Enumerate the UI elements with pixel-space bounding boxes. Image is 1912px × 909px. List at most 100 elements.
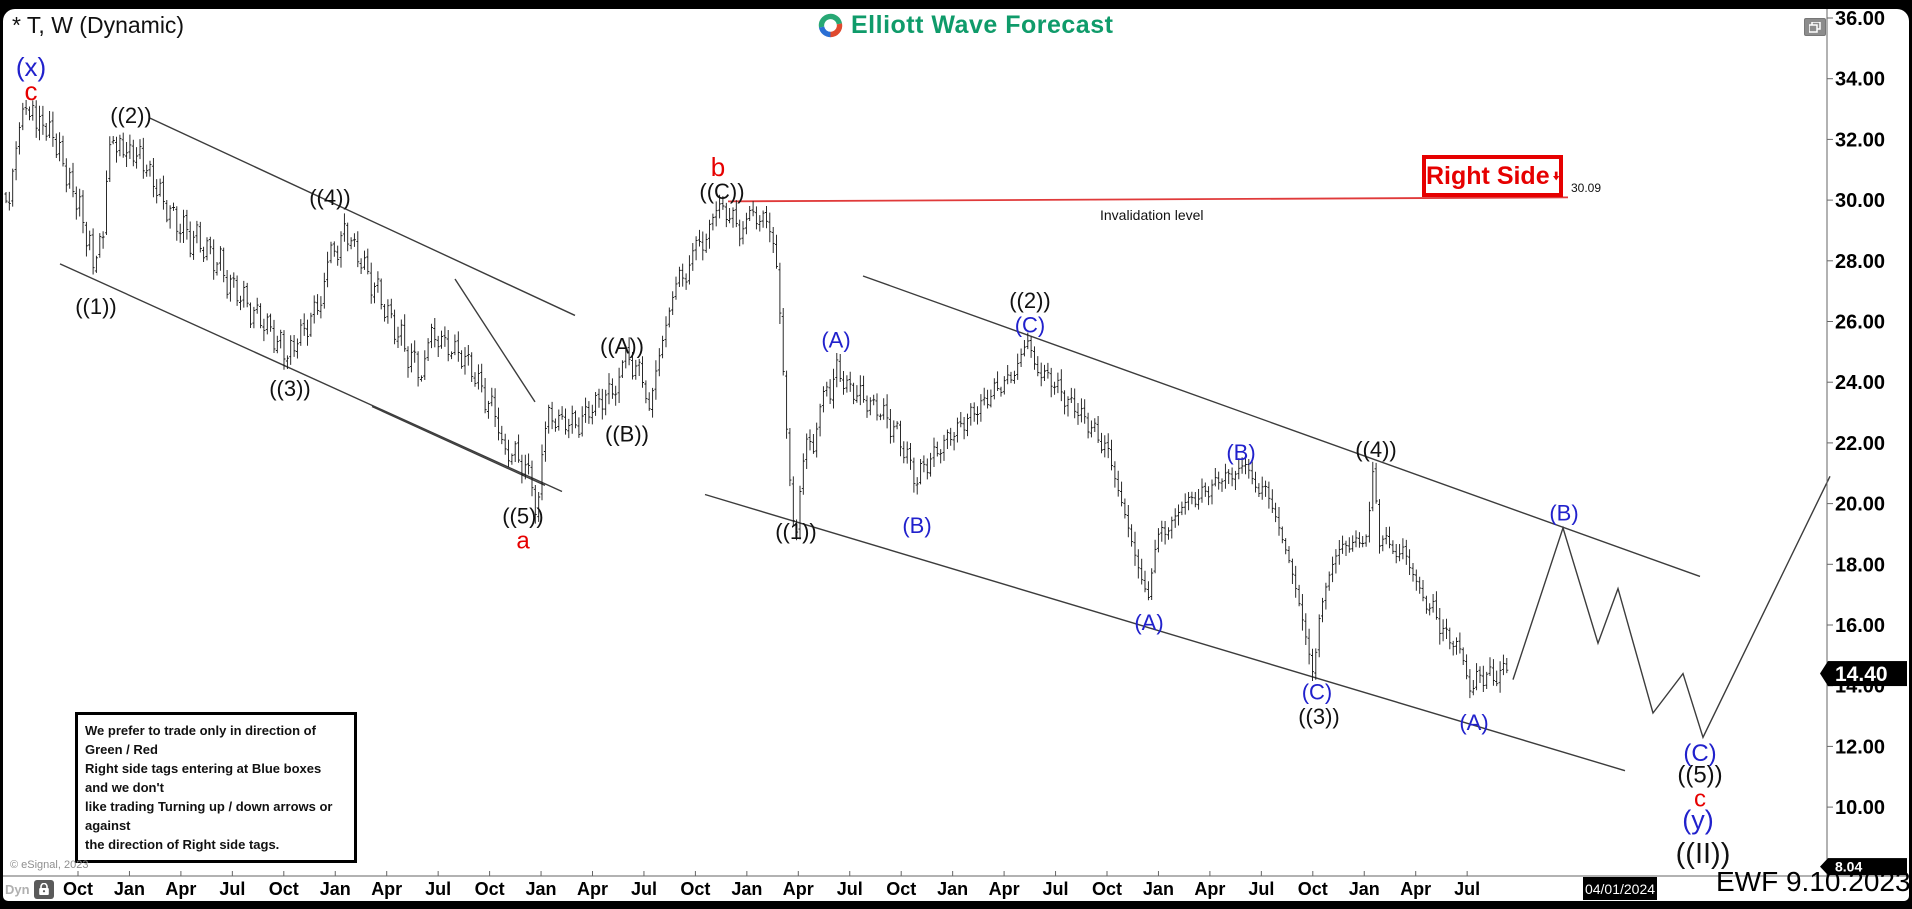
month-label: Jul [219,879,245,899]
trendline [371,405,546,487]
wave-label: ((3)) [269,376,311,401]
month-label: Jan [937,879,968,899]
month-label: Oct [1092,879,1122,899]
month-label: Oct [886,879,916,899]
month-label: Jul [1248,879,1274,899]
wave-label: ((3)) [1298,704,1340,729]
month-label: Jan [731,879,762,899]
wave-label: ((II)) [1676,838,1731,870]
dyn-mode-label: Dyn [5,882,30,897]
price-marker-badge [1828,661,1907,687]
price-tick-label: 16.00 [1835,615,1885,637]
forecast-path [1512,475,1831,740]
wave-label: (x) [16,52,46,82]
wave-label: (A) [1459,710,1488,735]
down-arrow-icon [1552,171,1559,181]
signature: EWF 9.10.2023 [1716,866,1911,897]
month-label: Apr [1194,879,1225,899]
month-label: Jan [1349,879,1380,899]
wave-label: c [25,76,38,106]
month-label: Oct [63,879,93,899]
wave-label: (A) [821,328,850,353]
month-label: Jan [114,879,145,899]
wave-label: (y) [1682,805,1713,835]
price-marker-label: 8.04 [1835,859,1862,875]
month-label: Oct [680,879,710,899]
wave-label: (C) [1302,680,1333,705]
price-marker-label: 14.40 [1835,663,1888,686]
wave-label: ((C)) [699,179,744,204]
wave-label: ((4)) [309,185,351,210]
price-tick-label: 10.00 [1835,797,1885,819]
wave-label: (B) [1226,440,1255,465]
wave-label: ((A)) [600,334,644,359]
dyn-mode: Dyn [5,880,54,899]
price-tick-label: 18.00 [1835,554,1885,576]
trendline [704,493,1626,772]
wave-label: (B) [1549,501,1578,526]
note-line: the direction of Right side tags. [85,837,280,852]
wave-label: ((4)) [1355,437,1397,462]
month-label: Apr [989,879,1020,899]
wave-label: (C) [1015,312,1046,337]
lock-icon[interactable] [33,880,54,899]
brand-swirl-icon [818,13,843,38]
wave-label: b [711,152,725,182]
right-side-tag: Right Side [1422,155,1563,197]
month-label: Jul [837,879,863,899]
price-tick-label: 34.00 [1835,69,1885,91]
wave-label: ((5)) [502,504,544,529]
wave-label: (B) [902,513,931,538]
wave-label: ((5)) [1677,761,1722,788]
right-side-tag-label: Right Side [1426,161,1550,190]
price-tick-label: 26.00 [1835,312,1885,334]
date-badge[interactable]: 04/01/2024 [1583,877,1657,900]
note-box: We prefer to trade only in direction of … [75,712,357,863]
month-label: Apr [1400,879,1431,899]
price-marker-badge [1828,858,1907,876]
note-line: We prefer to trade only in direction of … [85,723,316,757]
month-label: Jan [1143,879,1174,899]
month-label: Oct [475,879,505,899]
ohlc-bars [4,100,1509,699]
month-label: Oct [269,879,299,899]
wave-label: ((2)) [110,103,152,128]
month-label: Jan [320,879,351,899]
wave-label: (C) [1683,740,1716,767]
price-tick-label: 32.00 [1835,129,1885,151]
wave-label: a [516,528,530,555]
brand-name: Elliott Wave Forecast [851,11,1114,39]
month-label: Apr [165,879,196,899]
trendline [454,278,536,403]
wave-label: ((2)) [1009,288,1051,313]
restore-window-button[interactable] [1804,18,1826,36]
wave-label: c [1694,786,1706,813]
wave-label: (A) [1134,610,1163,635]
month-label: Jul [425,879,451,899]
price-marker-arrow [1820,661,1828,687]
price-tick-label: 30.00 [1835,190,1885,212]
wave-label: ((1)) [775,519,817,544]
month-label: Jul [1043,879,1069,899]
symbol-title: * T, W (Dynamic) [12,12,185,38]
month-label: Jul [631,879,657,899]
month-label: Oct [1298,879,1328,899]
trendline [149,117,576,317]
price-tick-label: 24.00 [1835,372,1885,394]
note-line: like trading Turning up / down arrows or… [85,799,333,833]
price-tick-label: 12.00 [1835,736,1885,758]
note-line: Right side tags entering at Blue boxes a… [85,761,322,795]
copyright: © eSignal, 2023 [10,859,89,871]
brand-logo: Elliott Wave Forecast [817,11,1113,40]
wave-label: ((B)) [605,422,649,447]
invalidation-label: Invalidation level [1100,207,1204,223]
price-tick-label: 36.00 [1835,8,1885,30]
invalidation-line [727,196,1569,203]
month-label: Jul [1454,879,1480,899]
price-tick-label: 28.00 [1835,251,1885,273]
restore-icon [1809,21,1821,33]
price-tick-label: 22.00 [1835,433,1885,455]
wave-label: ((1)) [75,294,117,319]
